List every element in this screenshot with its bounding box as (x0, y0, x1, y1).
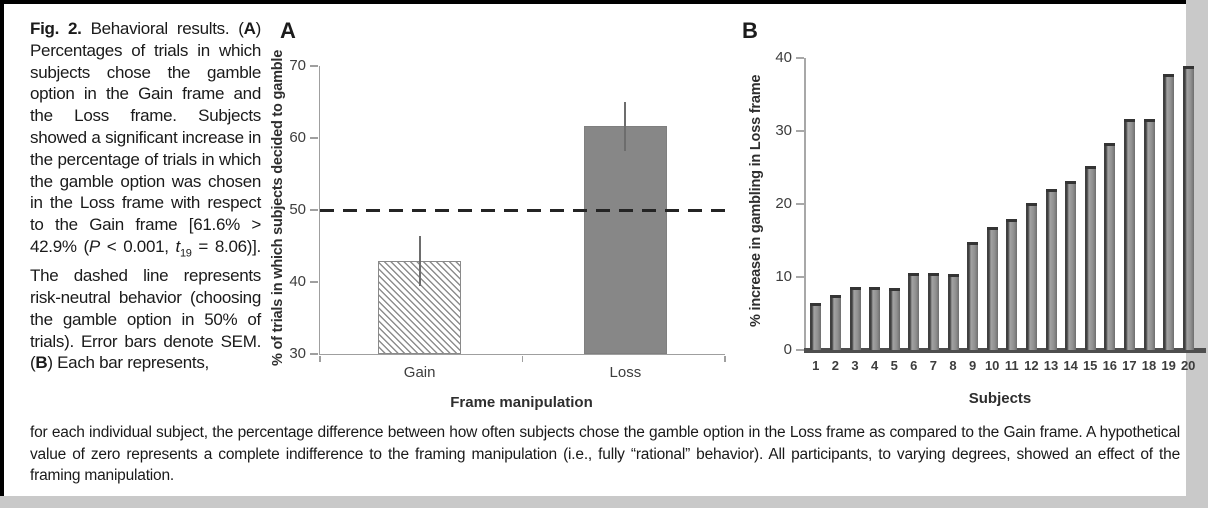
y-axis-tick (310, 281, 318, 283)
y-tick-label: 60 (289, 129, 306, 146)
bar-loss (583, 126, 667, 354)
y-axis-tick (796, 57, 804, 59)
panel-a-label: A (280, 18, 296, 43)
y-axis-tick (796, 349, 804, 351)
caption-segment: ) Percentages of trials in which subject… (30, 19, 261, 256)
y-tick-label: 70 (289, 57, 306, 74)
x-tick-label: 20 (1180, 358, 1196, 373)
panel-b-plot-area: 0 10 20 30 40 1 2 3 4 5 6 7 8 9 10 11 12 13 14 15 16 17 18 19 20 (775, 49, 1206, 373)
bar-subject-10 (986, 226, 998, 350)
x-tick-label: 18 (1141, 358, 1157, 373)
y-axis-tick (310, 209, 318, 211)
y-tick-label: 40 (289, 273, 306, 290)
y-axis-tick (310, 65, 318, 67)
x-tick-label: Loss (609, 364, 642, 381)
x-axis-tick (724, 356, 726, 362)
bar-subject-11 (1006, 219, 1018, 350)
panel-b-x-axis-title: Subjects (968, 390, 1032, 407)
y-tick-label: 0 (783, 341, 792, 358)
figure-caption-left: Fig. 2. Behavioral results. (A) Percenta… (30, 18, 261, 374)
bar-subject-16 (1104, 142, 1116, 350)
y-axis-tick (310, 137, 318, 139)
x-tick-label: 3 (851, 358, 859, 373)
x-tick-label: 11 (1004, 358, 1019, 373)
bar-subject-7 (927, 272, 939, 350)
x-tick-label: 14 (1063, 358, 1078, 373)
panel-b-label: B (742, 18, 758, 43)
bar-subject-17 (1123, 119, 1135, 350)
y-axis-tick (796, 276, 804, 278)
x-axis-tick (521, 356, 524, 362)
y-tick-label: 40 (775, 49, 792, 66)
bar-subject-20 (1182, 66, 1194, 350)
caption-segment: Fig. 2. (30, 19, 91, 38)
x-tick-label: 12 (1024, 358, 1039, 373)
y-tick-label: 50 (289, 201, 306, 218)
x-tick-label: 17 (1122, 358, 1137, 373)
x-tick-label: 10 (984, 358, 1000, 373)
caption-segment: < 0.001, (99, 236, 176, 256)
caption-segment: t (175, 236, 181, 256)
panel-a: A % of trials in which subjects decided … (258, 10, 740, 418)
y-tick-label: 10 (775, 268, 792, 285)
caption-segment: P (88, 236, 100, 256)
panel-a-x-axis-title: Frame manipulation (450, 394, 593, 411)
bar-subject-3 (849, 287, 861, 350)
x-axis-3d-baseline (804, 348, 1206, 353)
x-tick-label: 19 (1161, 358, 1176, 373)
x-tick-label: 8 (949, 358, 957, 373)
y-axis-tick (796, 203, 804, 205)
x-tick-label: 1 (812, 358, 820, 373)
bar-subject-6 (908, 272, 920, 350)
error-bar-gain (418, 235, 421, 287)
bar-subject-4 (869, 287, 881, 350)
x-tick-label: 16 (1102, 358, 1118, 373)
bar-subject-18 (1143, 119, 1155, 350)
bar-subject-8 (947, 274, 959, 350)
caption-segment: ) Each bar represents, (47, 353, 209, 373)
caption-segment: A (243, 19, 256, 38)
x-tick-label: 4 (870, 358, 879, 373)
bar-subject-1 (810, 302, 822, 350)
x-tick-label: 13 (1043, 358, 1059, 373)
bar-subject-9 (967, 241, 979, 350)
caption-segment: Behavioral results. ( (90, 19, 244, 38)
y-tick-label: 30 (775, 122, 792, 139)
x-tick-label: 5 (890, 358, 898, 373)
figure-card: Fig. 2. Behavioral results. (A) Percenta… (0, 0, 1206, 496)
caption-segment: = 8.06)]. The dashed line represents ris… (30, 236, 261, 373)
bar-subject-14 (1065, 181, 1077, 350)
panel-b: B % increase in gambling in Loss frame 0… (728, 10, 1206, 418)
x-tick-label: 15 (1082, 358, 1098, 373)
bar-subject-12 (1025, 203, 1037, 350)
x-tick-label: 6 (910, 358, 918, 373)
caption-segment: 19 (179, 247, 192, 260)
bar-subject-15 (1084, 166, 1096, 350)
bar-subject-2 (829, 294, 841, 350)
bar-subject-19 (1163, 74, 1175, 350)
y-tick-label: 30 (289, 345, 306, 362)
caption-segment: B (35, 353, 48, 373)
risk-neutral-dashed-line (320, 208, 725, 212)
bar-subject-5 (888, 287, 900, 350)
panel-a-plot-area: 30 40 50 60 70 Gain Loss (289, 57, 726, 381)
y-axis-tick (310, 353, 318, 355)
y-axis-tick (796, 130, 804, 132)
bar-subject-13 (1045, 188, 1057, 350)
x-tick-label: Gain (403, 364, 436, 381)
x-tick-label: 7 (929, 358, 937, 373)
x-axis-tick (319, 356, 321, 362)
figure-caption-bottom: for each individual subject, the percent… (30, 424, 1180, 484)
x-tick-label: 2 (831, 358, 839, 373)
error-bar-loss (624, 102, 627, 151)
y-tick-label: 20 (775, 195, 792, 212)
x-tick-label: 9 (968, 358, 977, 373)
